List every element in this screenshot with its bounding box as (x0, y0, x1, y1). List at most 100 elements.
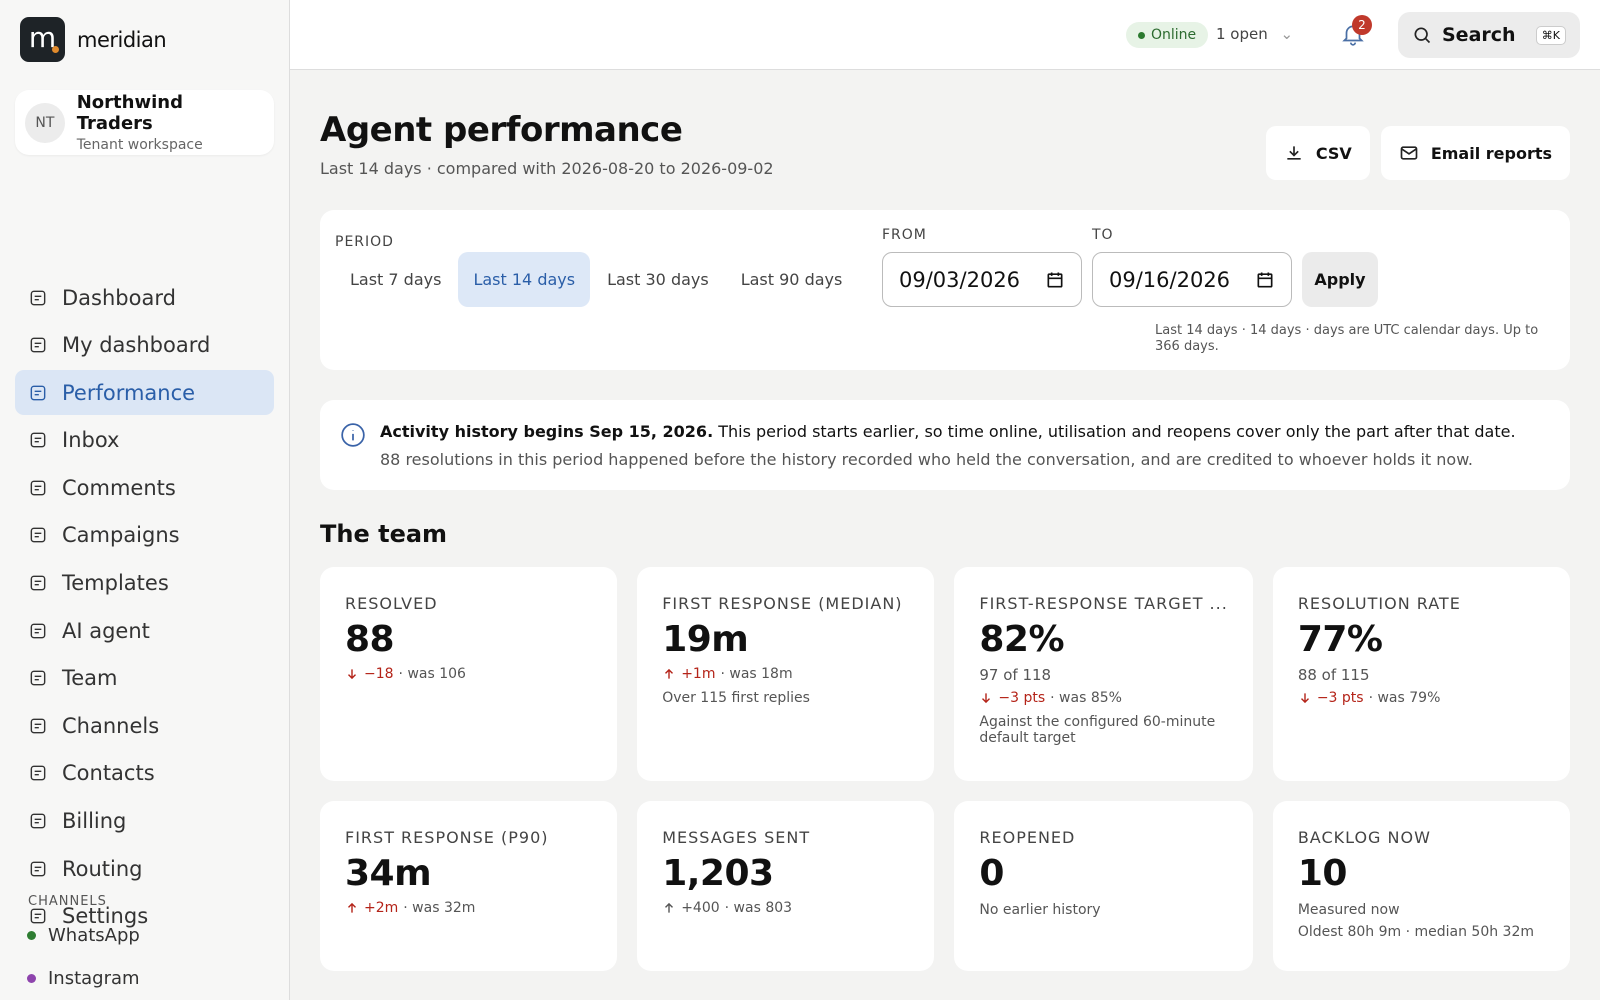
nav-item[interactable]: Team (15, 656, 274, 701)
metric-label: RESOLUTION RATE (1297, 594, 1461, 613)
period-option[interactable]: Last 7 days (350, 270, 442, 289)
metric-value: 88 (345, 619, 395, 660)
period-option[interactable]: Last 30 days (607, 270, 709, 289)
email-button[interactable]: Email reports (1380, 126, 1570, 180)
metric-sub: 97 of 118 (979, 666, 1052, 684)
nav: Dashboard My dashboard Performance Inbox Com… (15, 275, 274, 941)
period-option[interactable]: Last 90 days (740, 270, 843, 289)
delta-arrow (982, 693, 991, 704)
workspace-subtitle: Tenant workspace (76, 137, 203, 153)
nav-label: Inbox (62, 428, 120, 453)
from-date[interactable]: 09/03/2026 (882, 252, 1082, 307)
channel[interactable]: WhatsApp (27, 925, 140, 946)
metric-label: MESSAGES SENT (662, 828, 811, 847)
page-title: Agent performance (320, 110, 683, 150)
metric-value: 34m (345, 853, 432, 894)
nav-label: Dashboard (62, 285, 176, 310)
metric-delta: −3 pts · was 79% (1298, 690, 1545, 706)
nav-item[interactable]: Comments (15, 465, 274, 510)
sidebar: m meridian NT Northwind Traders Tenant w… (0, 0, 290, 1000)
metric-value: 0 (979, 853, 1004, 894)
brand: meridian (77, 27, 167, 52)
metric-value: 82% (979, 619, 1065, 660)
metric-delta: +1m · was 18m (662, 666, 909, 682)
metric-card: RESOLVED 88 −18 · was 106 (320, 567, 618, 781)
csv-button[interactable]: CSV (1265, 126, 1370, 180)
metric-label: FIRST RESPONSE (P90) (345, 828, 549, 847)
nav-item[interactable]: Inbox (15, 418, 274, 463)
open-count[interactable]: 1 open ⌄ (1216, 25, 1294, 43)
nav-item[interactable]: AI agent (15, 608, 274, 653)
button-label: CSV (1315, 143, 1352, 163)
delta-previous: · was 85% (1050, 690, 1122, 706)
filters: PERIOD Last 7 days Last 14 days Last 30 … (320, 210, 1570, 370)
history-notice: Activity history begins Sep 15, 2026. Th… (320, 400, 1570, 490)
search[interactable]: Search ⌘K (1398, 12, 1580, 58)
period-label: PERIOD (335, 234, 394, 250)
topbar: Online 1 open ⌄ 2 Search ⌘K (290, 0, 1600, 70)
metric-note: No earlier history (979, 902, 1101, 918)
search-label: Search (1442, 24, 1516, 46)
delta-arrow (1300, 693, 1309, 704)
nav-label: AI agent (62, 618, 150, 643)
nav-label: Templates (62, 571, 169, 596)
channel[interactable]: Instagram (27, 968, 140, 989)
metric-value: 1,203 (662, 853, 774, 894)
metric-label: RESOLVED (345, 594, 438, 613)
nav-item[interactable]: Templates (15, 561, 274, 606)
nav-item[interactable]: Performance (15, 370, 274, 416)
avatar: NT (25, 102, 65, 143)
to-date[interactable]: 09/16/2026 (1092, 252, 1292, 307)
button-label: Email reports (1430, 143, 1552, 163)
metric-card: FIRST RESPONSE (MEDIAN) 19m +1m · was 18m Ov… (637, 567, 935, 781)
metric-card: RESOLUTION RATE 77% 88 of 115 −3 pts · was 7… (1272, 567, 1570, 781)
delta-value: −18 (364, 666, 394, 682)
nav-item[interactable]: Channels (15, 703, 274, 748)
delta-arrow (348, 669, 356, 680)
metric-label: BACKLOG NOW (1297, 828, 1431, 847)
logo[interactable]: m meridian (20, 17, 167, 62)
nav-item[interactable]: Billing (15, 799, 274, 844)
nav-label: Settings (62, 904, 149, 929)
delta-value: +400 (681, 900, 720, 916)
nav-label: Channels (62, 713, 160, 738)
nav-label: Comments (62, 475, 176, 500)
delta-previous: · was 32m (403, 900, 476, 916)
delta-value: −3 pts (998, 690, 1046, 706)
nav-item[interactable]: Campaigns (15, 513, 274, 558)
status: Online (1126, 22, 1209, 48)
notice-text: This period starts earlier, so time onli… (718, 422, 1516, 441)
channel-name: Instagram (48, 968, 140, 989)
channels-heading: CHANNELS (28, 894, 107, 909)
nav-item[interactable]: My dashboard (15, 323, 274, 368)
nav-item[interactable]: Dashboard (15, 275, 274, 320)
metric-label: FIRST-RESPONSE TARGET ... (979, 594, 1228, 613)
delta-arrow (348, 902, 356, 913)
metric-delta: −3 pts · was 85% (979, 690, 1227, 706)
metric-note: Oldest 80h 9m · median 50h 32m (1297, 924, 1535, 940)
period-option[interactable]: Last 14 days (458, 252, 591, 307)
range-note: Last 14 days · 14 days · days are UTC ca… (1155, 323, 1539, 354)
metric-value: 19m (662, 619, 749, 660)
delta-value: +1m (681, 666, 716, 682)
apply-button[interactable]: Apply (1302, 252, 1378, 307)
delta-value: +2m (364, 900, 399, 916)
channel-dot (27, 974, 36, 983)
metric-cards: RESOLVED 88 −18 · was 106 FIRST RESPONSE (ME… (320, 567, 1570, 971)
metric-note: Against the configured 60-minute default… (979, 714, 1216, 746)
delta-previous: · was 79% (1368, 690, 1441, 706)
nav-item[interactable]: Settings (15, 894, 274, 939)
nav-item[interactable]: Contacts (15, 751, 274, 796)
channel-name: WhatsApp (48, 925, 140, 946)
nav-item[interactable]: Routing (15, 846, 274, 891)
metric-sub: 88 of 115 (1297, 666, 1370, 684)
metric-label: REOPENED (979, 828, 1076, 847)
section-title: The team (320, 520, 448, 548)
metric-card: FIRST-RESPONSE TARGET ... 82% 97 of 118 −3 … (954, 567, 1253, 781)
metric-delta: +400 · was 803 (662, 900, 909, 916)
channel-dot (27, 931, 36, 940)
workspace-switcher[interactable]: NT Northwind Traders Tenant workspace (15, 90, 274, 155)
open-text: 1 open (1216, 25, 1268, 43)
